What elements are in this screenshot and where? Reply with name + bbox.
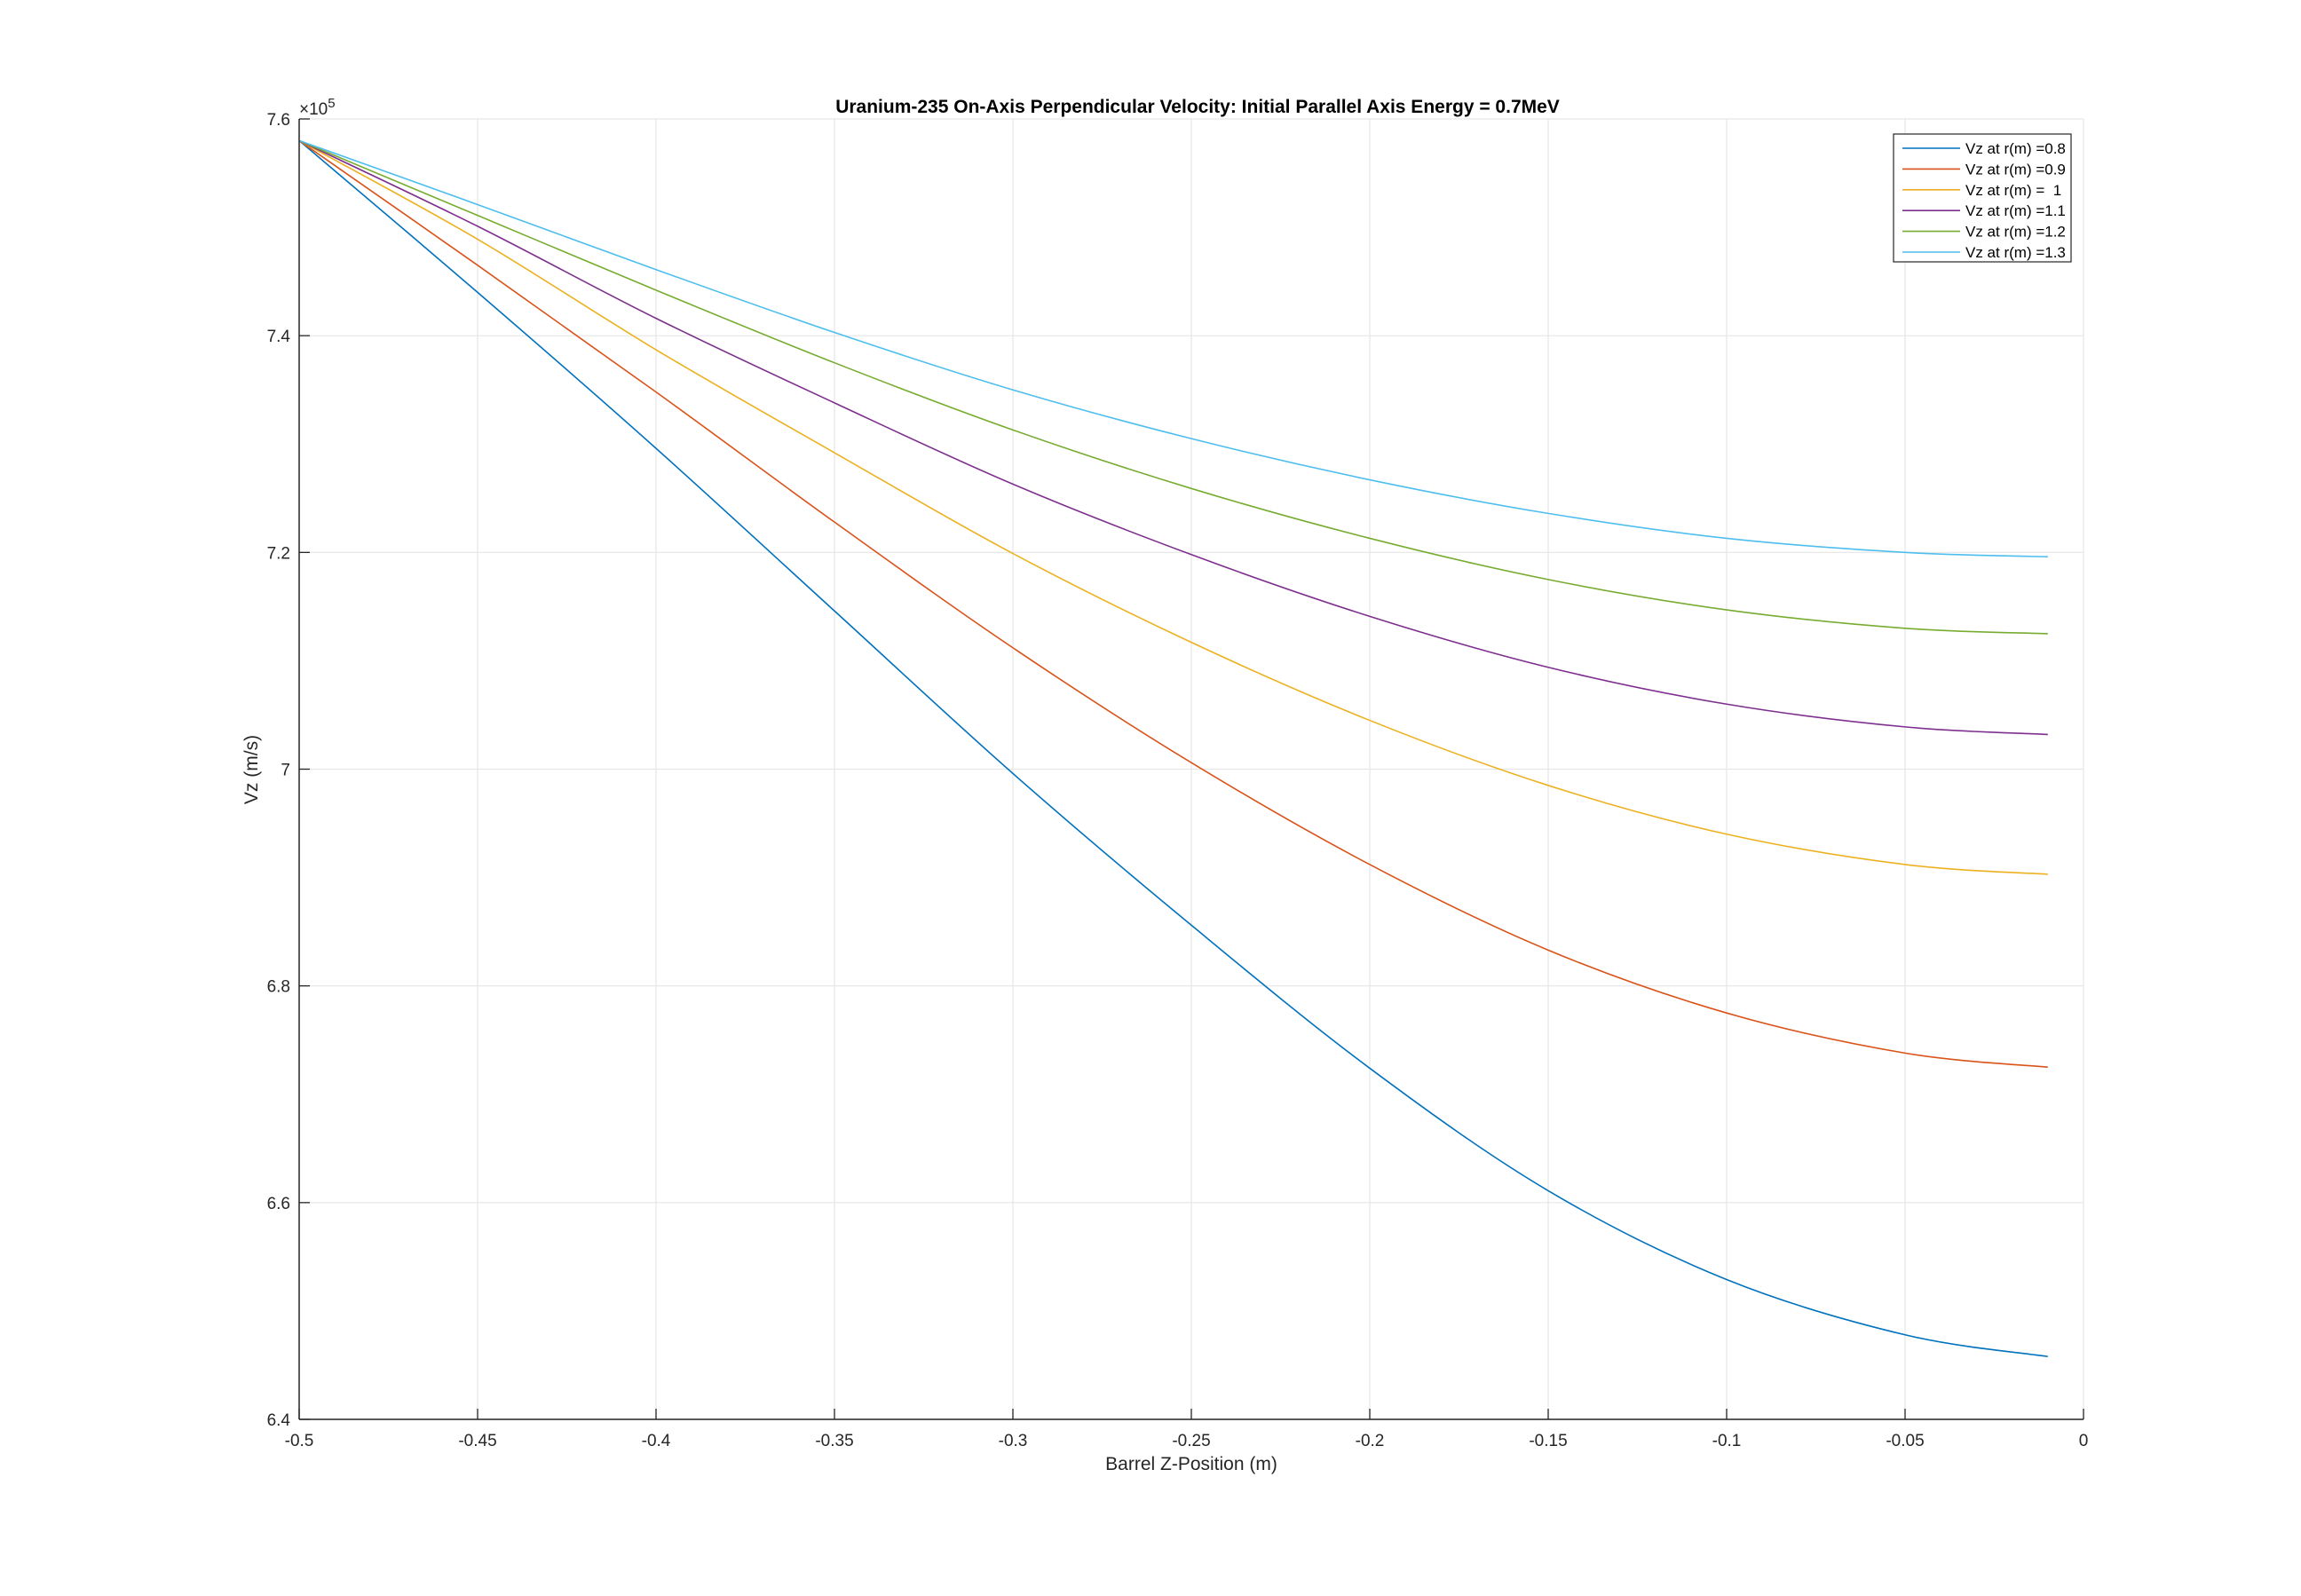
legend-box [1893, 133, 2072, 263]
series-line-1 [298, 139, 2048, 1357]
series-line-5 [298, 139, 2048, 635]
y-exponent-base: ×10 [299, 100, 328, 119]
chart-title: Uranium-235 On-Axis Perpendicular Veloci… [835, 97, 1560, 117]
y-tick-label: 7 [281, 762, 290, 780]
x-tick-label: -0.05 [1886, 1432, 1924, 1450]
x-tick-label: -0.2 [1356, 1432, 1385, 1450]
legend-label-1: Vz at r(m) =0.8 [1965, 140, 2066, 157]
legend-label-3: Vz at r(m) = 1 [1965, 182, 2061, 199]
y-tick-label: 7.2 [267, 544, 290, 563]
plot-area: -0.5 -0.45 -0.4 -0.35 -0.3 -0.25 -0.2 -0.15 -0.1… [267, 111, 2089, 1450]
y-axis-title: Vz (m/s) [241, 735, 262, 804]
legend: Vz at r(m) =0.8 Vz at r(m) =0.9 Vz at r(m)… [1893, 133, 2072, 263]
legend-label-2: Vz at r(m) =0.9 [1965, 161, 2066, 178]
tick-group: -0.5 -0.45 -0.4 -0.35 -0.3 -0.25 -0.2 -0.15 -0.1… [267, 111, 2089, 1450]
x-tick-label: -0.1 [1712, 1432, 1742, 1450]
x-tick-label: -0.35 [815, 1432, 853, 1450]
y-tick-label: 7.4 [267, 328, 291, 346]
x-tick-label: -0.45 [458, 1432, 496, 1450]
x-tick-label: -0.3 [999, 1432, 1028, 1450]
series-group [298, 139, 2048, 1357]
x-tick-label: -0.15 [1529, 1432, 1567, 1450]
series-line-4 [298, 139, 2048, 736]
y-tick-label: 6.8 [267, 978, 290, 997]
legend-label-4: Vz at r(m) =1.1 [1965, 202, 2066, 219]
x-tick-label: -0.5 [285, 1432, 314, 1450]
y-exponent-power: 5 [328, 96, 335, 111]
y-tick-label: 6.4 [267, 1411, 291, 1430]
legend-label-5: Vz at r(m) =1.2 [1965, 224, 2066, 241]
series-line-6 [298, 139, 2048, 558]
series-line-2 [298, 139, 2048, 1069]
legend-label-6: Vz at r(m) =1.3 [1965, 244, 2066, 261]
y-tick-label: 6.6 [267, 1195, 290, 1213]
legend-entries: Vz at r(m) =0.8 Vz at r(m) =0.9 Vz at r(m)… [1902, 140, 2066, 261]
x-axis-title: Barrel Z-Position (m) [1105, 1454, 1277, 1474]
x-tick-label: -0.25 [1172, 1432, 1210, 1450]
y-exponent-label: ×105 [299, 96, 336, 119]
x-tick-label: -0.4 [642, 1432, 671, 1450]
series-line-3 [298, 139, 2048, 875]
y-tick-label: 7.6 [267, 111, 290, 130]
x-tick-label: 0 [2079, 1432, 2089, 1450]
